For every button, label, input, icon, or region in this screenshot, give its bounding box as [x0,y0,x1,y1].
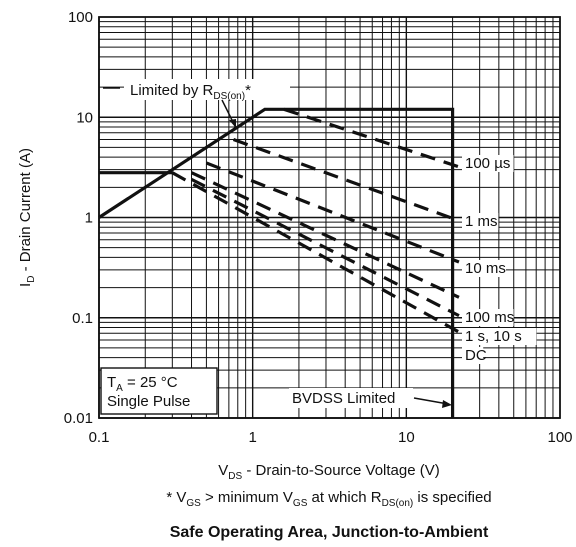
soa-boundary-line [98,107,455,418]
series-label: 100 ms [465,309,514,326]
pulse-line-dc [171,171,460,334]
bvdss-limited-label: BVDSS Limited [292,390,395,407]
labels: 0.1 1 10 100 0.01 0.1 1 10 100 100 µs 1 ms 10 ms 100… [17,9,573,541]
series-label: 100 µs [465,155,510,172]
y-tick-label: 0.01 [64,410,93,427]
y-tick-label: 1 [85,210,93,227]
conditions-bg [101,368,217,414]
bvdss-arrow [413,397,449,405]
series-label-bg [462,155,514,172]
series-label: DC [465,347,487,364]
x-tick-label: 100 [547,429,572,446]
series-label: 10 ms [465,260,506,277]
series-lines [98,107,460,418]
y-tick-label: 100 [68,9,93,26]
chart-title: Safe Operating Area, Junction-to-Ambient [170,524,489,541]
limited-by-label: Limited by RDS(on)* [130,82,251,102]
series-label: 1 s, 10 s [465,328,522,345]
series-label-bg [462,328,537,345]
conditions-box [100,367,218,415]
pulse-line-100-s [283,107,460,169]
pulse-line-1-ms [232,137,460,223]
x-tick-label: 10 [398,429,415,446]
limited-by-arrowhead [229,119,236,128]
series-label-bg [462,309,514,326]
bvdss-bg [289,388,413,408]
x-tick-label: 0.1 [89,429,110,446]
series-label-bg [462,347,484,364]
ambient-temperature-label: TA = 25 °C [107,374,178,394]
series-label: 1 ms [465,213,498,230]
bvdss-arrowhead [442,400,452,408]
x-tick-label: 1 [248,429,256,446]
limited-by-bg [124,79,290,100]
pulse-line-100-ms [190,171,460,299]
y-tick-label: 0.1 [72,310,93,327]
single-pulse-label: Single Pulse [107,393,190,410]
series-label-bg [462,260,506,277]
footnote: * VGS > minimum VGS at which RDS(on) is … [166,489,491,509]
pulse-line-10-ms [205,161,460,264]
x-axis-label: VDS - Drain-to-Source Voltage (V) [218,462,440,482]
y-axis-label: ID - Drain Current (A) [17,148,37,287]
y-tick-label: 10 [76,109,93,126]
series-label-bg [462,213,499,230]
pulse-line-1-s-10-s [190,177,460,318]
